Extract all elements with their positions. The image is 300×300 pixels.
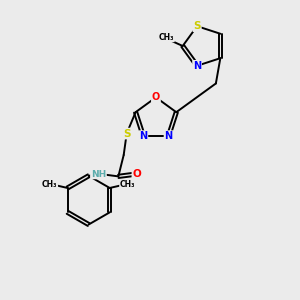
Text: CH₃: CH₃ bbox=[120, 180, 135, 189]
Text: N: N bbox=[139, 131, 147, 141]
Text: O: O bbox=[152, 92, 160, 102]
Text: S: S bbox=[123, 129, 130, 139]
Text: N: N bbox=[193, 61, 201, 71]
Text: NH: NH bbox=[91, 169, 106, 178]
Text: CH₃: CH₃ bbox=[159, 33, 174, 42]
Text: S: S bbox=[193, 21, 201, 31]
Text: CH₃: CH₃ bbox=[42, 180, 57, 189]
Text: O: O bbox=[132, 169, 141, 179]
Text: N: N bbox=[164, 131, 172, 141]
